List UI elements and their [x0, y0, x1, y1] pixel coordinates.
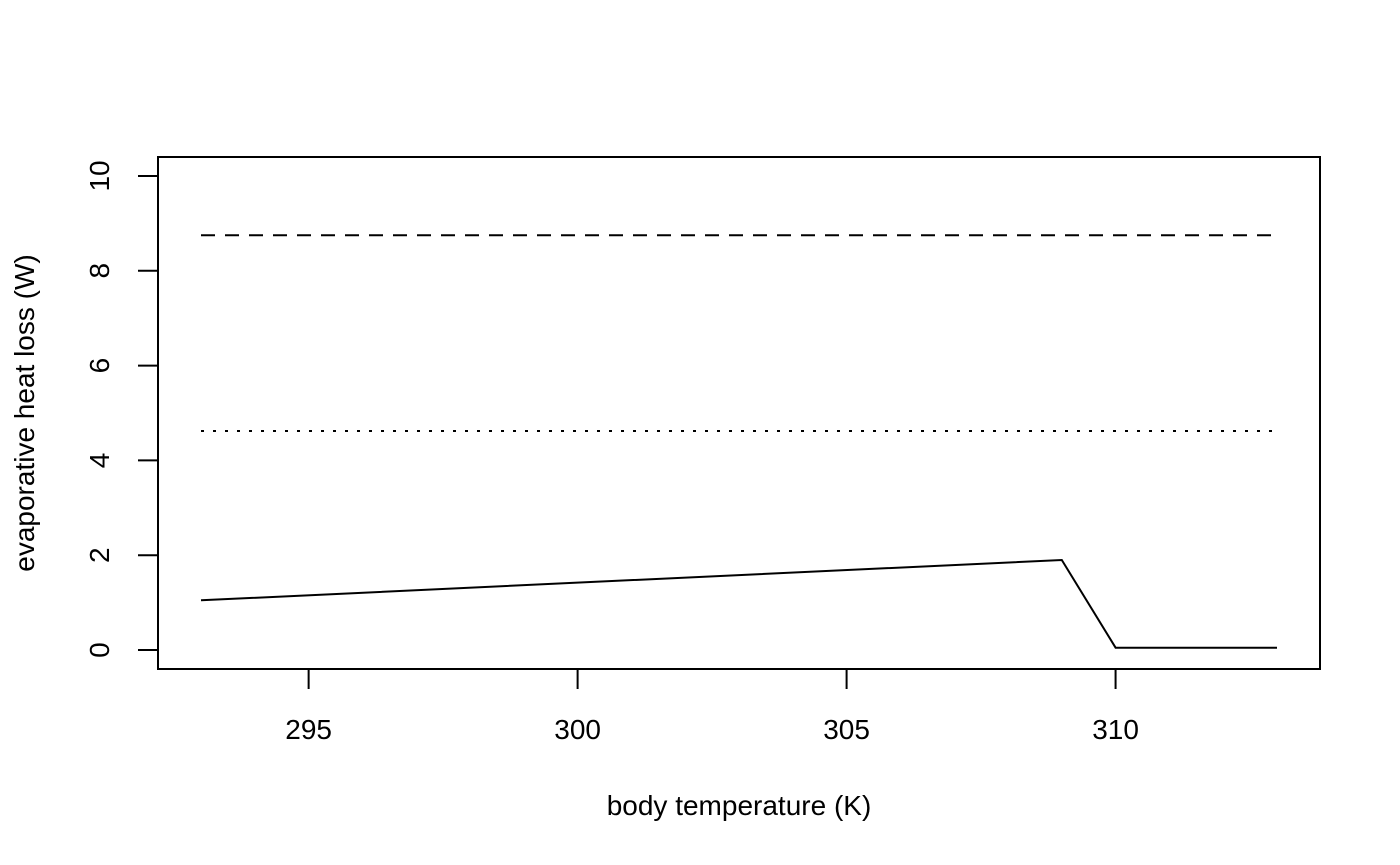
x-tick-label: 305	[823, 714, 870, 745]
x-axis-label: body temperature (K)	[607, 790, 872, 821]
y-tick-label: 0	[84, 642, 115, 658]
x-tick-label: 300	[554, 714, 601, 745]
y-tick-label: 6	[84, 358, 115, 374]
y-tick-label: 4	[84, 453, 115, 469]
y-axis: 0 2 4 6 8 10	[84, 160, 159, 658]
plot-frame	[157, 156, 1321, 670]
series-solid-line	[200, 558, 1277, 649]
series-layer	[200, 234, 1277, 649]
y-tick-label: 8	[84, 263, 115, 279]
x-tick-label: 310	[1092, 714, 1139, 745]
y-tick-label: 10	[84, 160, 115, 191]
y-tick-label: 2	[84, 547, 115, 563]
x-axis: 295 300 305 310	[285, 668, 1139, 745]
x-tick-label: 295	[285, 714, 332, 745]
y-axis-label: evaporative heat loss (W)	[9, 254, 40, 571]
